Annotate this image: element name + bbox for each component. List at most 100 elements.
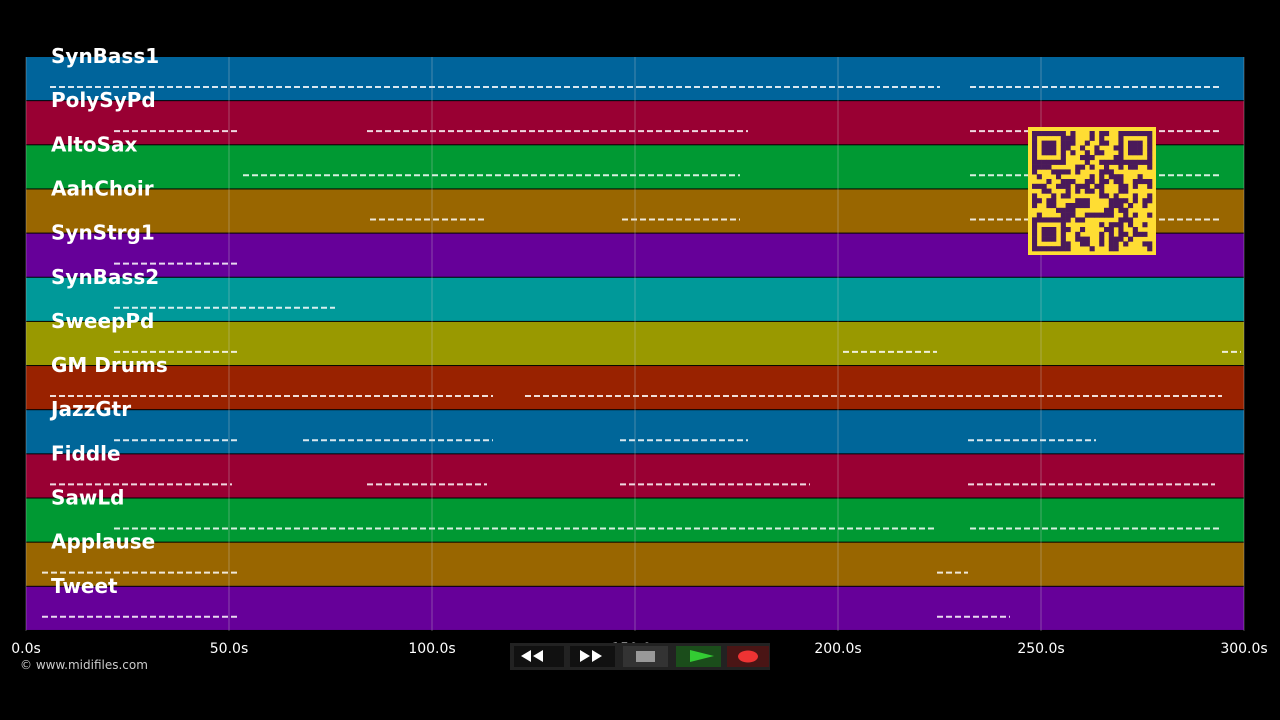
qr-cell [1099, 193, 1105, 199]
qr-cell [1099, 150, 1105, 156]
qr-cell [1147, 212, 1153, 218]
qr-cell [1046, 140, 1052, 146]
track-row [26, 277, 1244, 321]
qr-cell [1118, 174, 1124, 180]
tick-label: 0.0s [11, 641, 41, 657]
tick-label: 300.0s [1220, 641, 1267, 657]
qr-cell [1075, 188, 1081, 194]
qr-cell [1056, 169, 1062, 175]
qr-cell [1099, 222, 1105, 228]
qr-cell [1137, 231, 1143, 237]
qr-cell [1046, 188, 1052, 194]
stop-button[interactable] [623, 646, 668, 667]
qr-cell [1041, 236, 1047, 242]
qr-cell [1128, 164, 1134, 170]
qr-cell [1132, 212, 1138, 218]
qr-cell [1041, 159, 1047, 165]
qr-cell [1113, 179, 1119, 185]
qr-cell [1060, 222, 1066, 228]
qr-cell [1142, 231, 1148, 237]
qr-cell [1123, 183, 1129, 189]
qr-cell [1142, 131, 1148, 137]
qr-cell [1060, 150, 1066, 156]
qr-cell [1099, 179, 1105, 185]
qr-cell [1084, 212, 1090, 218]
qr-cell [1113, 174, 1119, 180]
qr-cell [1060, 246, 1066, 252]
qr-cell [1046, 236, 1052, 242]
qr-cell [1118, 207, 1124, 213]
qr-cell [1032, 231, 1038, 237]
qr-cell [1046, 145, 1052, 151]
qr-cell [1084, 179, 1090, 185]
qr-cell [1089, 131, 1095, 137]
record-button[interactable] [727, 646, 769, 667]
qr-cell [1099, 188, 1105, 194]
qr-cell [1065, 193, 1071, 199]
qr-cell [1132, 164, 1138, 170]
qr-cell [1137, 174, 1143, 180]
qr-cell [1099, 212, 1105, 218]
qr-cell [1051, 236, 1057, 242]
qr-cell [1132, 150, 1138, 156]
qr-cell [1036, 131, 1042, 137]
qr-cell [1041, 231, 1047, 237]
qr-cell [1142, 179, 1148, 185]
qr-cell [1118, 131, 1124, 137]
qr-cell [1118, 179, 1124, 185]
qr-cell [1032, 227, 1038, 233]
qr-cell [1041, 150, 1047, 156]
qr-code [1028, 127, 1156, 255]
qr-cell [1118, 222, 1124, 228]
tick-label: 200.0s [814, 641, 861, 657]
qr-cell [1032, 222, 1038, 228]
qr-cell [1113, 203, 1119, 209]
qr-cell [1123, 231, 1129, 237]
qr-cell [1132, 183, 1138, 189]
qr-cell [1046, 227, 1052, 233]
qr-cell [1046, 150, 1052, 156]
qr-cell [1132, 131, 1138, 137]
qr-cell [1147, 241, 1153, 247]
qr-cell [1032, 241, 1038, 247]
track-name: PolySyPd [51, 88, 156, 112]
tick-label: 100.0s [408, 641, 455, 657]
qr-cell [1065, 246, 1071, 252]
qr-cell [1041, 217, 1047, 223]
qr-cell [1056, 131, 1062, 137]
qr-cell [1084, 188, 1090, 194]
track-name: SawLd [51, 486, 124, 510]
track-name: SweepPd [51, 309, 154, 333]
track-row [26, 410, 1244, 454]
qr-cell [1056, 246, 1062, 252]
qr-cell [1036, 198, 1042, 204]
qr-cell [1070, 131, 1076, 137]
qr-cell [1084, 155, 1090, 161]
qr-cell [1065, 203, 1071, 209]
qr-cell [1147, 198, 1153, 204]
qr-cell [1070, 140, 1076, 146]
qr-cell [1089, 174, 1095, 180]
track-name: SynBass1 [51, 44, 159, 68]
qr-cell [1075, 203, 1081, 209]
qr-cell [1080, 217, 1086, 223]
qr-cell [1060, 217, 1066, 223]
track-name: Fiddle [51, 441, 121, 465]
qr-cell [1065, 140, 1071, 146]
qr-cell [1032, 217, 1038, 223]
play-button[interactable] [676, 646, 721, 667]
qr-cell [1075, 169, 1081, 175]
qr-cell [1065, 135, 1071, 141]
qr-cell [1060, 231, 1066, 237]
qr-cell [1113, 145, 1119, 151]
qr-cell [1056, 207, 1062, 213]
qr-cell [1142, 198, 1148, 204]
qr-cell [1041, 131, 1047, 137]
qr-cell [1113, 246, 1119, 252]
rewind-button[interactable] [514, 646, 564, 667]
qr-cell [1113, 236, 1119, 242]
qr-cell [1099, 236, 1105, 242]
forward-button[interactable] [570, 646, 615, 667]
